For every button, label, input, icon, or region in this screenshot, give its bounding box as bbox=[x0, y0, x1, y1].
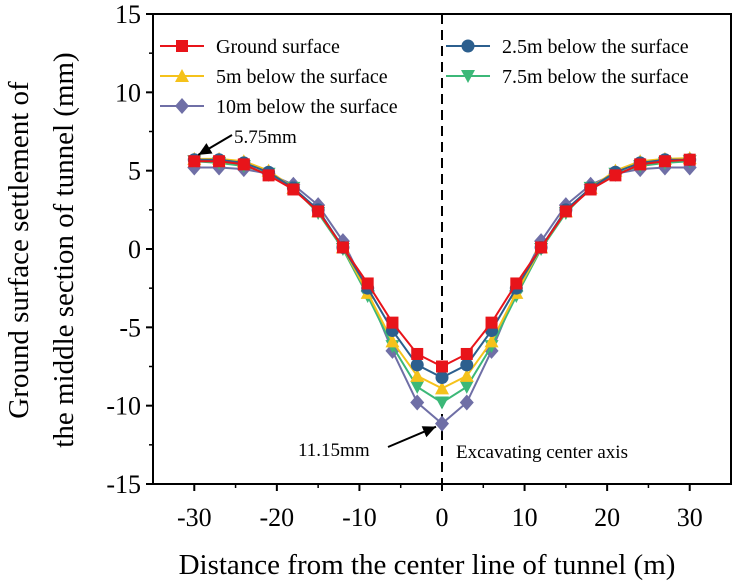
legend-label: 2.5m below the surface bbox=[502, 36, 689, 58]
legend-swatch-marker bbox=[176, 40, 188, 52]
y-tick-label: 15 bbox=[115, 0, 141, 29]
y-tick-label: -5 bbox=[119, 313, 141, 342]
series-layer bbox=[187, 151, 697, 432]
x-tick-label: 0 bbox=[436, 503, 449, 532]
data-point bbox=[410, 380, 425, 394]
excavating-center-axis-label: Excavating center axis bbox=[456, 442, 628, 463]
x-tick-label: -30 bbox=[177, 503, 212, 532]
data-point bbox=[287, 183, 300, 196]
data-point bbox=[459, 368, 474, 382]
legend-label: 10m below the surface bbox=[216, 96, 398, 118]
tick-layer: -30 -20 -10 0 10 20 30 -15 -10 -5 0 5 10 15 bbox=[106, 0, 702, 532]
data-point bbox=[459, 394, 474, 411]
data-point bbox=[683, 153, 696, 166]
min-settlement-label: 11.15mm bbox=[298, 440, 370, 461]
plot-frame bbox=[152, 13, 732, 485]
y-axis-title-line2: the middle section of tunnel (mm) bbox=[48, 52, 80, 447]
x-tick-label: 30 bbox=[677, 503, 703, 532]
y-axis-title-line1: Ground surface settlement of bbox=[3, 81, 35, 419]
legend-item: 2.5m below the surface bbox=[446, 36, 689, 58]
legend-swatch-marker bbox=[175, 69, 189, 82]
legend-label: 5m below the surface bbox=[216, 66, 388, 88]
legend-item: Ground surface bbox=[160, 36, 340, 58]
x-tick-label: 20 bbox=[594, 503, 620, 532]
data-point bbox=[188, 155, 201, 168]
data-point bbox=[435, 396, 449, 410]
data-point bbox=[385, 334, 400, 348]
data-point bbox=[510, 277, 523, 290]
y-tick-label: -15 bbox=[106, 470, 141, 499]
data-point bbox=[459, 380, 474, 394]
data-point bbox=[410, 394, 425, 411]
data-point bbox=[435, 370, 449, 384]
data-point bbox=[484, 334, 499, 348]
data-point bbox=[609, 169, 622, 182]
max-settlement-arrowhead bbox=[198, 143, 213, 155]
series-1 bbox=[187, 153, 697, 384]
data-point bbox=[634, 158, 647, 171]
data-point bbox=[535, 241, 548, 254]
data-point bbox=[237, 158, 250, 171]
data-point bbox=[410, 358, 424, 372]
data-point bbox=[386, 316, 399, 329]
max-settlement-label: 5.75mm bbox=[234, 127, 297, 148]
data-point bbox=[262, 169, 275, 182]
min-settlement-arrowhead bbox=[421, 426, 436, 438]
data-point bbox=[460, 347, 473, 360]
data-point bbox=[213, 155, 226, 168]
y-tick-label: 0 bbox=[128, 235, 141, 264]
data-point bbox=[584, 183, 597, 196]
data-point bbox=[435, 381, 449, 395]
data-point bbox=[410, 368, 425, 382]
y-tick-label: -10 bbox=[106, 392, 141, 421]
y-tick-label: 10 bbox=[115, 78, 141, 107]
data-point bbox=[559, 205, 572, 218]
legend-label: 7.5m below the surface bbox=[502, 66, 689, 88]
legend-item: 10m below the surface bbox=[160, 96, 398, 118]
x-axis-title: Distance from the center line of tunnel … bbox=[179, 549, 676, 581]
legend-swatch-marker bbox=[175, 98, 189, 114]
legend-item: 5m below the surface bbox=[160, 66, 388, 88]
data-point bbox=[336, 241, 349, 254]
data-point bbox=[435, 415, 449, 432]
x-tick-label: -20 bbox=[260, 503, 295, 532]
y-tick-label: 5 bbox=[128, 157, 141, 186]
legend-swatch-marker bbox=[461, 39, 475, 53]
legend-label: Ground surface bbox=[216, 36, 340, 58]
data-point bbox=[436, 360, 448, 373]
x-tick-label: -10 bbox=[342, 503, 377, 532]
data-point bbox=[411, 347, 424, 360]
data-point bbox=[361, 277, 374, 290]
series-0 bbox=[188, 153, 696, 373]
legend-item: 7.5m below the surface bbox=[446, 66, 689, 88]
x-tick-label: 10 bbox=[512, 503, 538, 532]
data-point bbox=[312, 205, 325, 218]
data-point bbox=[460, 358, 474, 372]
legend-swatch-marker bbox=[461, 70, 475, 83]
legend: Ground surface 2.5m below the surface 5m b… bbox=[160, 36, 689, 118]
data-point bbox=[658, 155, 671, 168]
data-point bbox=[485, 316, 498, 329]
